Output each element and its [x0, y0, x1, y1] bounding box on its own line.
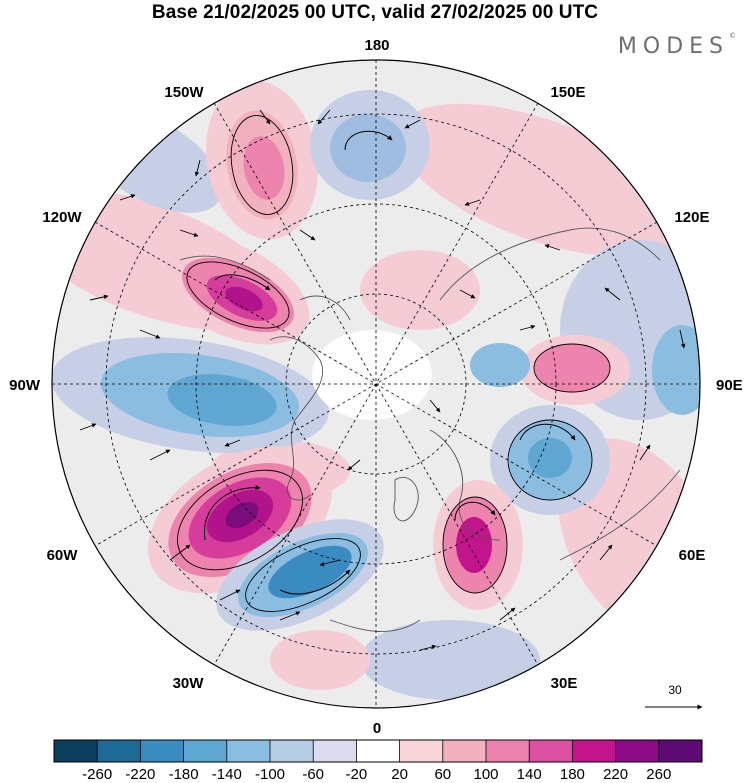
- colorbar-swatch: [399, 740, 444, 762]
- colorbar-swatch: [356, 740, 400, 762]
- colorbar-swatch: [97, 740, 141, 762]
- wind-arrow: [499, 607, 516, 621]
- graticule: [52, 60, 700, 708]
- wind-arrow: [404, 119, 421, 129]
- colorbar-label: 100: [473, 766, 498, 783]
- wind-arrow: [149, 449, 171, 461]
- colorbar-label: -220: [125, 766, 155, 783]
- wind-arrow: [279, 611, 301, 621]
- colorbar-swatch: [226, 740, 271, 762]
- wind-arrow: [429, 399, 441, 413]
- lon-label-0: 0: [373, 720, 381, 737]
- wind-arrow: [319, 559, 341, 567]
- wind-arrow: [679, 329, 686, 349]
- lon-label-90w: 90W: [9, 377, 41, 394]
- wind-arrow: [299, 229, 316, 241]
- wind-arrow: [219, 589, 241, 601]
- wind-arrow: [544, 244, 561, 251]
- wind-arrow: [119, 194, 136, 201]
- longitude-labels: 180 0 90W 90E 150W 120W 150E 120E 60W 30…: [9, 37, 743, 737]
- colorbar-swatch: [572, 740, 616, 762]
- colorbar-swatch: [442, 740, 487, 762]
- colorbar-swatch: [615, 740, 660, 762]
- colorbar-label: 20: [391, 766, 408, 783]
- wind-arrow: [639, 444, 651, 461]
- wind-arrow: [79, 423, 97, 431]
- colorbar-label: 60: [434, 766, 451, 783]
- brand-mark: ©: [729, 32, 736, 40]
- coastlines: [179, 227, 681, 632]
- wind-arrow: [464, 199, 481, 206]
- colorbar-swatch: [313, 740, 357, 762]
- lon-label-180: 180: [364, 37, 389, 54]
- anomaly-field: [52, 60, 700, 708]
- wind-arrow: [259, 109, 271, 125]
- colorbar-swatch: [140, 740, 184, 762]
- wind-arrow: [224, 439, 241, 447]
- modes-logo: MODES©: [617, 32, 736, 59]
- wind-arrow: [604, 287, 621, 301]
- wind-arrow: [89, 294, 109, 301]
- colorbar-label: -180: [169, 766, 199, 783]
- wind-arrow: [169, 544, 191, 561]
- wind-arrow: [459, 289, 476, 299]
- wind-arrow: [519, 324, 536, 331]
- colorbar-label: -100: [255, 766, 285, 783]
- reference-vector: 30: [645, 683, 703, 710]
- colorbar-label: 140: [517, 766, 542, 783]
- wind-arrow: [317, 109, 331, 125]
- map-title: Base 21/02/2025 00 UTC, valid 27/02/2025…: [151, 2, 599, 23]
- colorbar-label: 260: [646, 766, 671, 783]
- map-border: [51, 59, 701, 709]
- colorbar-label: -60: [302, 766, 324, 783]
- lon-label-60w: 60W: [47, 547, 79, 564]
- colorbar-swatch: [486, 740, 530, 762]
- lon-label-30w: 30W: [173, 675, 205, 692]
- lon-label-30e: 30E: [551, 675, 578, 692]
- wind-arrow: [194, 159, 201, 177]
- lon-label-60e: 60E: [679, 547, 706, 564]
- wind-vectors: [79, 109, 686, 651]
- lon-label-120e: 120E: [674, 209, 709, 226]
- wind-arrow: [599, 544, 613, 561]
- colorbar-swatch: [183, 740, 228, 762]
- wind-arrow: [139, 329, 161, 339]
- lon-label-90e: 90E: [716, 377, 743, 394]
- wind-arrow: [179, 229, 199, 237]
- lon-label-150w: 150W: [164, 84, 204, 101]
- wind-arrow: [419, 644, 437, 651]
- colorbar-swatch: [270, 740, 314, 762]
- colorbar-label: -260: [82, 766, 112, 783]
- wind-arrow: [347, 459, 361, 471]
- colorbar: -260 -220 -180 -140 -100 -60 -20 20 60 100 140 180 2…: [53, 739, 703, 783]
- brand-name: MODES: [617, 34, 729, 59]
- reference-vector-label: 30: [668, 683, 682, 697]
- colorbar-swatch: [54, 740, 98, 762]
- colorbar-label: 220: [603, 766, 628, 783]
- lon-label-120w: 120W: [42, 209, 82, 226]
- colorbar-label: -140: [212, 766, 242, 783]
- colorbar-swatch: [529, 740, 573, 762]
- colorbar-border: [53, 739, 703, 763]
- colorbar-label: 180: [560, 766, 585, 783]
- lon-label-150e: 150E: [550, 84, 585, 101]
- colorbar-swatch: [658, 740, 703, 762]
- colorbar-label: -20: [346, 766, 368, 783]
- streamlines: [203, 130, 576, 595]
